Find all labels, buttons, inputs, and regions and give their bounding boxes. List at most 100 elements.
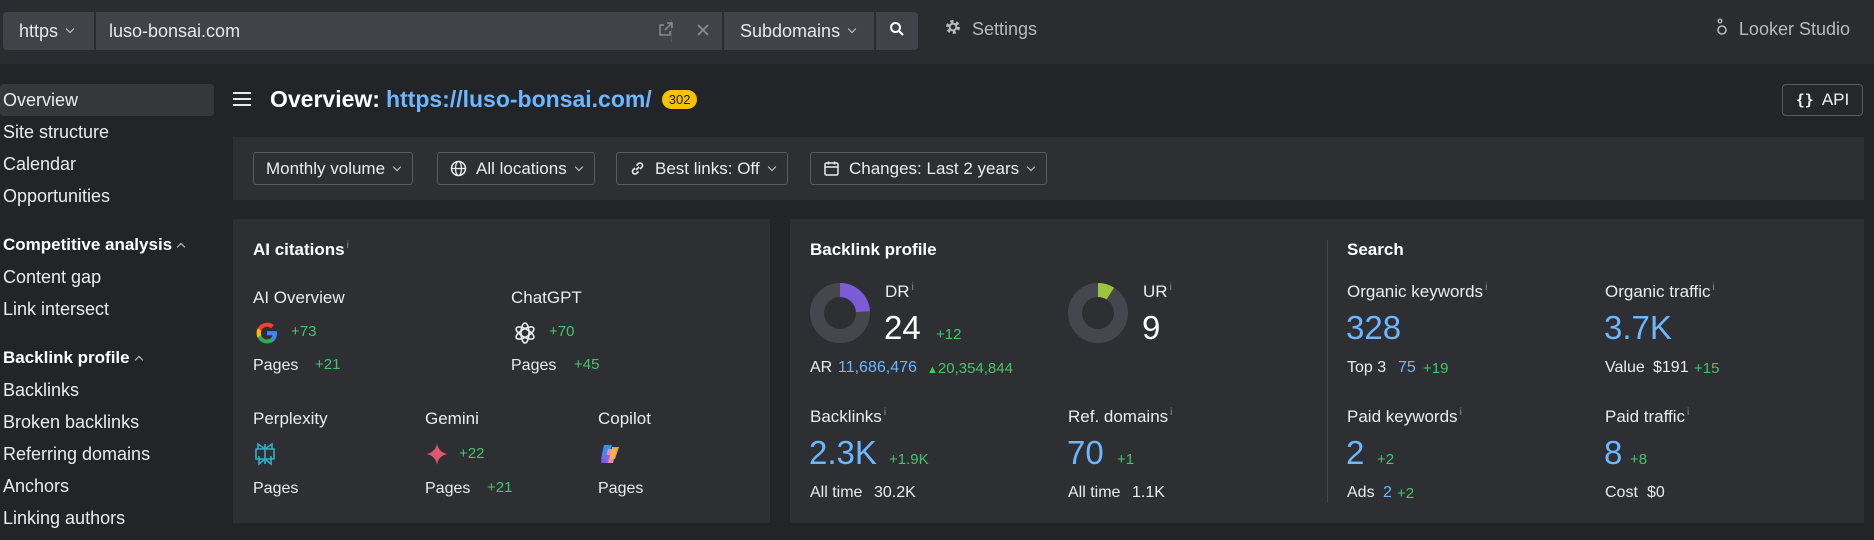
url-value: luso-bonsai.com <box>109 20 241 41</box>
info-icon[interactable]: i <box>1169 282 1172 294</box>
ur-fill-arc <box>1068 283 1128 343</box>
info-icon[interactable]: i <box>1712 282 1715 294</box>
chevron-down-icon <box>65 24 75 34</box>
sidebar-item-opportunities[interactable]: Opportunities <box>3 185 111 206</box>
link-icon <box>629 160 646 177</box>
pages-label: Pages <box>253 357 299 374</box>
ads-label: Ads <box>1347 484 1375 501</box>
top3-value[interactable]: 75 <box>1398 359 1416 376</box>
ads-value[interactable]: 2 <box>1383 484 1392 501</box>
target-url-link[interactable]: https://luso-bonsai.com/ <box>385 86 652 112</box>
sidebar-item-site-structure[interactable]: Site structure <box>3 121 110 142</box>
search-title: Search <box>1347 240 1404 259</box>
card-title-text: AI citations <box>253 240 345 259</box>
chevron-up-icon <box>176 242 186 252</box>
chatgpt-icon <box>511 319 539 352</box>
gemini-icon <box>425 442 449 471</box>
paid-keywords-label-text: Paid keywords <box>1347 407 1458 426</box>
ref-domains-delta: +1 <box>1117 451 1135 468</box>
info-icon[interactable]: i <box>911 282 914 294</box>
divider <box>671 20 672 42</box>
organic-keywords-value[interactable]: 328 <box>1346 309 1402 346</box>
dr-delta: +12 <box>936 326 962 343</box>
backlinks-value[interactable]: 2.3K <box>809 434 877 471</box>
api-button[interactable]: {} API <box>1782 84 1863 116</box>
calendar-icon <box>823 160 840 177</box>
value-delta: +15 <box>1694 360 1720 377</box>
search-button[interactable] <box>876 12 918 50</box>
sidebar-section-backlink-profile[interactable]: Backlink profile <box>0 342 214 374</box>
info-icon[interactable]: i <box>883 407 887 419</box>
google-icon <box>253 319 281 352</box>
volume-filter[interactable]: Monthly volume <box>253 152 414 185</box>
sidebar-item-anchors[interactable]: Anchors <box>3 475 70 496</box>
info-icon[interactable]: i <box>1170 407 1173 419</box>
paid-traffic-value[interactable]: 8 <box>1604 434 1623 471</box>
chevron-down-icon <box>1026 162 1036 171</box>
changes-filter[interactable]: Changes: Last 2 years <box>810 152 1048 185</box>
info-icon[interactable]: i <box>346 240 349 252</box>
ref-domains-label-text: Ref. domains <box>1068 407 1169 426</box>
sidebar-item-link-intersect[interactable]: Link intersect <box>3 298 110 319</box>
filter-bar: Monthly volume All locations Best links:… <box>233 137 1864 200</box>
info-icon[interactable]: i <box>1459 407 1462 419</box>
title-prefix: Overview: <box>270 86 380 112</box>
value-label: Value <box>1605 359 1645 376</box>
paid-keywords-value[interactable]: 2 <box>1346 434 1365 471</box>
best-links-filter[interactable]: Best links: Off <box>616 152 788 185</box>
locations-filter[interactable]: All locations <box>437 152 595 185</box>
ai-overview-label: AI Overview <box>253 288 345 307</box>
paid-traffic-label: Paid traffic i <box>1605 407 1689 427</box>
ads-delta: +2 <box>1397 485 1415 502</box>
filter-label: Best links: Off <box>655 158 760 178</box>
status-badge: 302 <box>661 90 698 109</box>
info-icon[interactable]: i <box>1687 407 1690 419</box>
menu-icon[interactable] <box>233 92 251 110</box>
pages-label: Pages <box>253 480 299 497</box>
globe-icon <box>450 160 467 177</box>
sidebar-item-linking-authors[interactable]: Linking authors <box>3 507 126 528</box>
dr-label-text: DR <box>885 282 910 301</box>
sidebar-item-calendar[interactable]: Calendar <box>3 153 77 174</box>
protocol-select[interactable]: https <box>3 12 94 50</box>
organic-traffic-value[interactable]: 3.7K <box>1604 309 1672 346</box>
sidebar-item-broken-backlinks[interactable]: Broken backlinks <box>3 411 140 432</box>
clear-icon[interactable] <box>696 21 710 42</box>
alltime-value: 30.2K <box>874 484 916 501</box>
top-bar: https luso-bonsai.com Subdomains Setting… <box>0 0 1874 64</box>
alltime-label: All time <box>1068 484 1121 501</box>
url-input[interactable]: luso-bonsai.com <box>96 12 722 50</box>
ur-value: 9 <box>1142 309 1161 346</box>
section-label: Backlink profile <box>3 348 130 367</box>
sidebar-item-referring-domains[interactable]: Referring domains <box>3 443 151 464</box>
ur-donut-chart <box>1068 283 1128 343</box>
looker-studio-button[interactable]: Looker Studio <box>1715 18 1850 41</box>
organic-keywords-label: Organic keywords i <box>1347 282 1487 302</box>
sidebar-item-content-gap[interactable]: Content gap <box>3 266 102 287</box>
chevron-down-icon <box>847 24 857 34</box>
scope-select[interactable]: Subdomains <box>724 12 874 50</box>
settings-button[interactable]: Settings <box>944 18 1037 41</box>
pages-delta: +21 <box>487 479 513 496</box>
sidebar-item-overview[interactable]: Overview <box>0 84 214 116</box>
paid-keywords-delta: +2 <box>1377 451 1395 468</box>
ref-domains-value[interactable]: 70 <box>1067 434 1104 471</box>
sidebar-section-competitive-analysis[interactable]: Competitive analysis <box>0 229 214 261</box>
alltime-label: All time <box>810 484 863 501</box>
metrics-card: Backlink profile DR i 24 +12 AR 11,686,47… <box>790 219 1864 523</box>
organic-traffic-label: Organic traffic i <box>1605 282 1715 302</box>
external-link-icon[interactable] <box>658 21 674 42</box>
section-label: Competitive analysis <box>3 235 173 254</box>
paid-traffic-label-text: Paid traffic <box>1605 407 1686 426</box>
ai-overview-delta: +73 <box>291 323 317 340</box>
organic-keywords-label-text: Organic keywords <box>1347 282 1484 301</box>
sidebar-item-backlinks[interactable]: Backlinks <box>3 379 80 400</box>
ai-citations-card: AI citations i AI Overview +73 Pages +21 … <box>233 219 770 523</box>
gear-icon <box>944 18 962 41</box>
info-icon[interactable]: i <box>1485 282 1488 294</box>
chevron-up-icon <box>134 355 143 365</box>
divider <box>1327 240 1328 502</box>
ref-domains-label: Ref. domains i <box>1068 407 1172 427</box>
ar-label: AR <box>810 359 833 376</box>
chatgpt-delta: +70 <box>549 323 575 340</box>
